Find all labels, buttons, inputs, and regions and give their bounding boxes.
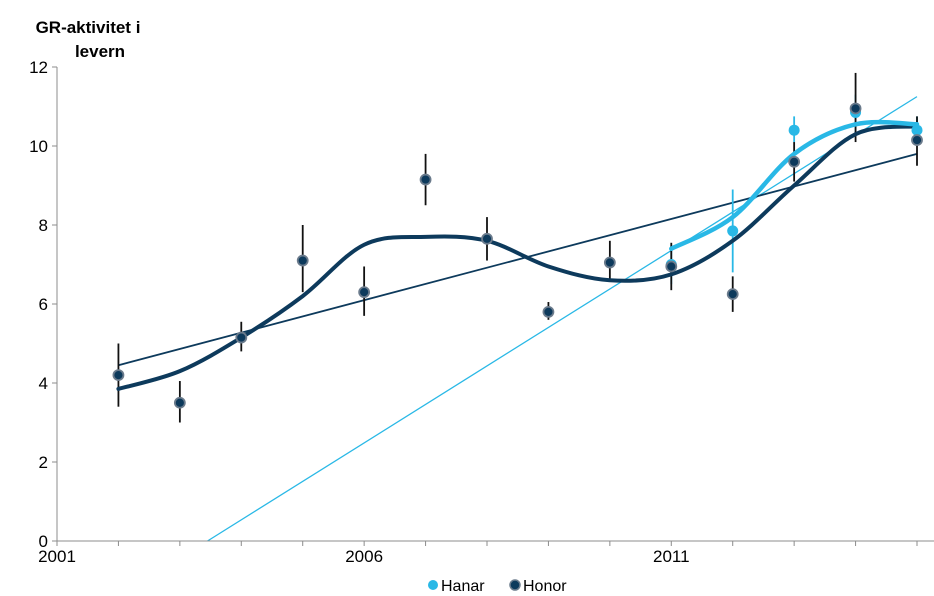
y-tick-label: 8 (39, 216, 48, 235)
y-tick-label: 4 (39, 374, 48, 393)
data-point-honor (296, 254, 309, 267)
data-point-honor (726, 288, 739, 301)
data-point-honor (788, 155, 801, 168)
data-point-honor (911, 134, 923, 146)
x-tick-label: 2011 (653, 547, 690, 566)
y-axis-label-line-1: GR-aktivitet i (36, 18, 141, 37)
legend-marker-honor (509, 579, 521, 591)
y-tick-label: 6 (39, 295, 48, 314)
plot-area (112, 72, 923, 542)
data-point-honor (112, 369, 125, 382)
data-point-honor (542, 305, 555, 318)
y-axis-label-line-2: levern (75, 42, 125, 61)
y-tick-label: 10 (29, 137, 48, 156)
smooth-curve-hanar (669, 119, 920, 251)
trendline-hanar (207, 96, 918, 542)
data-point-honor (358, 286, 371, 299)
data-point-hanar (911, 124, 923, 136)
data-point-hanar (788, 124, 800, 136)
axes: 0 2 4 6 8 10 12 2001 2006 2011 (29, 58, 934, 566)
legend-label-hanar: Hanar (441, 578, 485, 595)
data-point-honor (419, 173, 432, 186)
y-tick-label: 12 (29, 58, 48, 77)
legend-marker-hanar (428, 580, 438, 590)
x-tick-label: 2006 (345, 547, 383, 566)
y-tick-label: 2 (39, 453, 48, 472)
y-axis-label: GR-aktivitet i levern (36, 18, 141, 61)
y-tick-label: 0 (39, 532, 48, 551)
data-point-hanar (727, 225, 739, 237)
legend-label-honor: Honor (523, 578, 567, 595)
data-point-honor (481, 232, 493, 245)
data-point-honor (849, 102, 862, 115)
x-tick-label: 2001 (38, 547, 76, 566)
legend: Hanar Honor (428, 578, 567, 595)
data-point-honor (235, 331, 248, 344)
data-point-honor (665, 260, 678, 273)
data-point-honor (173, 396, 186, 409)
data-point-honor (603, 256, 616, 269)
